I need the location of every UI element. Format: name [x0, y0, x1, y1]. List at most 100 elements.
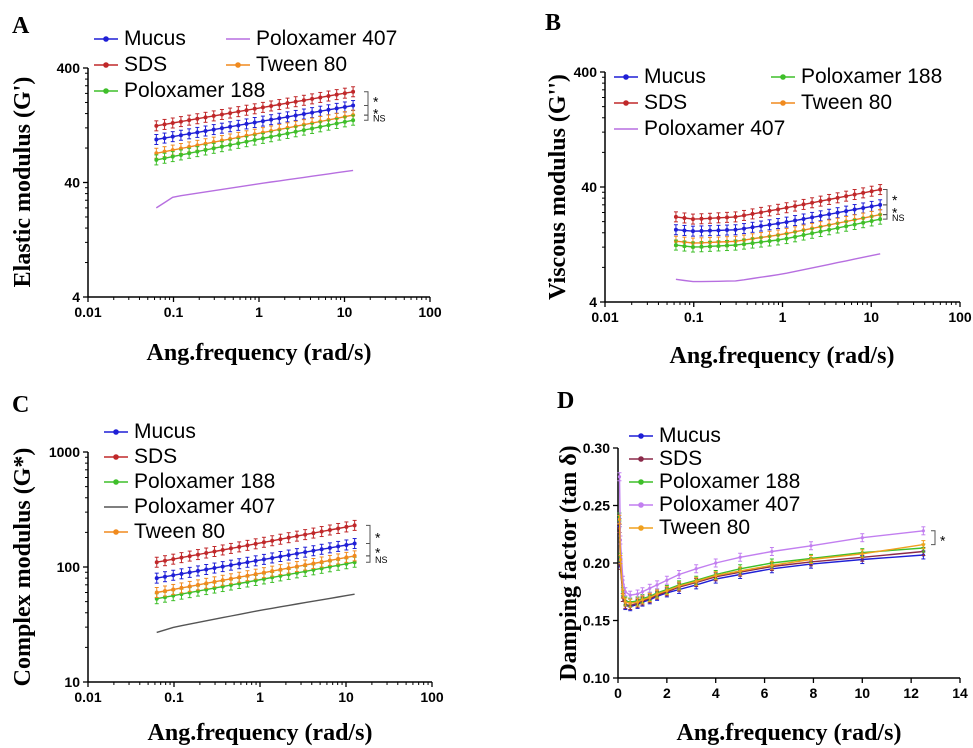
data-point	[219, 112, 224, 117]
data-point	[707, 228, 712, 233]
x-axis-label: Ang.frequency (rad/s)	[148, 720, 373, 746]
data-point	[154, 123, 159, 128]
legend-label: Poloxamer 188	[124, 79, 265, 102]
data-point	[220, 564, 225, 569]
data-point	[162, 588, 167, 593]
data-point	[665, 589, 669, 593]
legend-label: Tween 80	[659, 516, 750, 539]
legend-item: SDS	[629, 447, 702, 470]
data-point	[342, 104, 347, 109]
data-point	[327, 528, 332, 533]
data-point	[170, 154, 175, 159]
legend-label: SDS	[644, 91, 687, 114]
data-point	[784, 205, 789, 210]
data-point	[767, 222, 772, 227]
series-tween-80	[617, 514, 926, 608]
data-point	[310, 126, 315, 131]
legend-marker	[113, 479, 119, 485]
legend-marker	[623, 100, 629, 106]
x-tick-label: 0.01	[74, 689, 101, 705]
data-point	[327, 558, 332, 563]
data-point	[733, 214, 738, 219]
data-point	[835, 195, 840, 200]
data-point	[784, 236, 789, 241]
series-line	[155, 169, 354, 209]
legend-item: Poloxamer 188	[629, 470, 800, 493]
data-point	[344, 524, 349, 529]
data-point	[690, 245, 695, 250]
data-point	[334, 92, 339, 97]
legend-marker	[103, 62, 109, 68]
data-point	[270, 569, 275, 574]
legend-marker	[638, 502, 644, 508]
legend-item: Mucus	[94, 27, 186, 50]
data-point	[318, 109, 323, 114]
legend: Mucus Poloxamer 188 SDS Tween 80 Poloxamer 4…	[614, 65, 942, 140]
data-point	[352, 541, 357, 546]
data-point	[310, 96, 315, 101]
series-mucus	[673, 199, 883, 237]
data-point	[245, 543, 250, 548]
data-point	[628, 593, 632, 597]
data-point	[252, 106, 257, 111]
data-point	[303, 550, 308, 555]
legend-item: Tween 80	[104, 520, 225, 543]
legend-item: Mucus	[104, 420, 196, 443]
data-point	[286, 566, 291, 571]
data-point	[852, 222, 857, 227]
data-point	[640, 598, 645, 602]
legend-marker	[638, 456, 644, 462]
data-point	[170, 134, 175, 139]
data-point	[237, 544, 242, 549]
data-point	[869, 218, 874, 223]
data-point	[352, 553, 357, 558]
data-point	[294, 551, 299, 556]
data-point	[154, 157, 159, 162]
data-point	[162, 149, 167, 154]
data-point	[860, 536, 864, 540]
data-point	[244, 139, 249, 144]
data-point	[236, 141, 241, 146]
data-point	[270, 555, 275, 560]
data-point	[154, 137, 159, 142]
legend-label: Poloxamer 407	[659, 493, 800, 516]
data-point	[154, 590, 159, 595]
data-point	[628, 601, 632, 605]
x-tick-label: 14	[952, 685, 968, 701]
data-point	[195, 568, 200, 573]
data-point	[319, 559, 324, 564]
legend-item: Poloxamer 407	[614, 117, 785, 140]
data-point	[220, 578, 225, 583]
data-point	[277, 102, 282, 107]
series-sds	[673, 184, 883, 225]
data-point	[707, 216, 712, 221]
data-point	[326, 123, 331, 128]
data-point	[319, 547, 324, 552]
data-point	[344, 555, 349, 560]
data-point	[179, 585, 184, 590]
data-point	[311, 561, 316, 566]
data-point	[260, 136, 265, 141]
data-point	[154, 560, 159, 565]
y-tick-label: 4	[589, 294, 597, 310]
data-point	[162, 156, 167, 161]
data-point	[673, 214, 678, 219]
significance-annotations: **NS	[883, 189, 905, 223]
panel-B: B 0.01 0.1 1 10 100 4 40 400 Ang.frequency (rad/s…	[545, 10, 972, 369]
data-point	[253, 572, 258, 577]
y-axis-label: Viscous modulus (G'')	[545, 74, 571, 300]
series-poloxamer-407	[617, 472, 926, 600]
data-point	[278, 554, 283, 559]
significance-bracket	[931, 530, 936, 546]
legend-item: Poloxamer 188	[771, 65, 942, 88]
data-point	[286, 535, 291, 540]
series-poloxamer-188	[673, 213, 883, 253]
data-point	[618, 557, 623, 562]
data-point	[716, 215, 721, 220]
data-point	[655, 592, 659, 596]
data-point	[211, 146, 216, 151]
x-tick-label: 10	[338, 689, 354, 705]
data-point	[301, 98, 306, 103]
data-point	[311, 548, 316, 553]
